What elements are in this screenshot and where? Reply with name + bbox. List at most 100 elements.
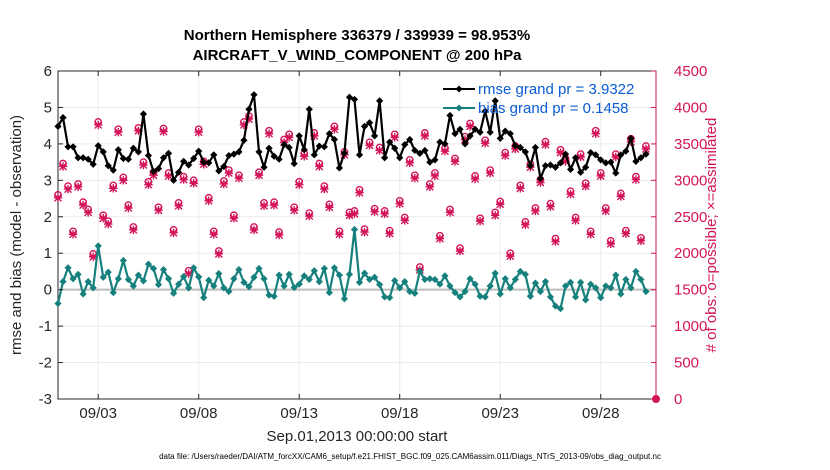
- rmse-point: [129, 144, 137, 152]
- bias-point: [431, 275, 439, 284]
- obs-assimilated-point: [410, 173, 419, 183]
- bias-point: [235, 266, 243, 274]
- x-tick-label: 09/13: [280, 405, 318, 422]
- bias-point: [64, 264, 72, 272]
- rmse-point: [501, 127, 509, 135]
- rmse-point: [200, 158, 208, 166]
- obs-assimilated-point: [405, 158, 414, 168]
- rmse-point: [275, 155, 283, 163]
- bias-point: [521, 270, 529, 278]
- bias-point: [516, 267, 524, 276]
- obs-assimilated-point: [370, 207, 379, 216]
- bias-point: [144, 260, 153, 268]
- bias-point: [230, 275, 238, 283]
- rmse-point: [260, 163, 268, 171]
- obs-assimilated-point: [360, 227, 369, 237]
- rmse-point: [421, 146, 429, 155]
- rmse-point: [612, 169, 620, 177]
- rmse-point: [240, 136, 248, 144]
- bias-point: [461, 287, 469, 296]
- rmse-point: [290, 159, 298, 168]
- bias-point: [466, 275, 474, 283]
- x-tick-label: 09/18: [381, 405, 419, 422]
- obs-assimilated-point: [606, 239, 615, 248]
- rmse-point: [456, 125, 464, 133]
- bias-point: [300, 272, 308, 280]
- rmse-point: [622, 147, 630, 155]
- bias-point: [154, 280, 163, 289]
- rmse-point: [587, 149, 595, 157]
- rmse-point: [546, 161, 555, 169]
- y-tick-label: 2: [44, 209, 52, 226]
- obs-assimilated-point: [259, 201, 269, 211]
- bias-point: [124, 275, 132, 284]
- data-file-footnote: data file: /Users/raeder/DAI/ATM_forcXX/…: [159, 452, 661, 461]
- obs-assimilated-point: [541, 140, 550, 149]
- rmse-point: [159, 154, 168, 162]
- obs-assimilated-point: [184, 269, 193, 278]
- rmse-point: [54, 122, 62, 130]
- bias-point: [571, 293, 580, 301]
- legend-bias-marker: [455, 104, 463, 112]
- obs-assimilated-point: [581, 181, 590, 191]
- bias-point: [592, 284, 600, 292]
- bias-point: [642, 287, 650, 296]
- rmse-point: [164, 149, 173, 157]
- obs-assimilated-point: [129, 225, 138, 235]
- obs-assimilated-point: [63, 184, 73, 194]
- bias-point: [159, 266, 168, 274]
- obs-assimilated-point: [315, 162, 324, 171]
- obs-assimilated-point: [616, 192, 626, 201]
- obs-assimilated-point: [194, 128, 203, 137]
- obs-assimilated-point: [159, 127, 168, 136]
- bias-point: [84, 278, 92, 286]
- legend: rmse grand pr = 3.9322 bias grand pr = 0…: [443, 81, 634, 117]
- obs-assimilated-point: [78, 200, 88, 210]
- bias-point: [566, 278, 575, 286]
- bias-point: [536, 287, 545, 296]
- bias-point: [391, 276, 399, 285]
- rmse-point: [235, 148, 243, 156]
- bias-point: [355, 278, 364, 286]
- obs-assimilated-point: [209, 230, 218, 239]
- bias-point: [325, 288, 333, 297]
- obs-assimilated-point: [214, 249, 224, 259]
- obs-assimilated-point: [445, 208, 455, 217]
- obs-assimilated-point: [435, 234, 445, 243]
- y-right-tick-label: 1500: [674, 282, 707, 299]
- rmse-point: [607, 158, 615, 166]
- bias-point: [260, 275, 268, 283]
- obs-assimilated-point: [58, 162, 68, 171]
- rmse-point: [506, 130, 514, 138]
- rmse-point: [64, 143, 72, 151]
- bias-point: [451, 288, 459, 297]
- y-tick-label: 0: [44, 282, 52, 299]
- obs-assimilated-point: [330, 125, 339, 134]
- y-right-tick-label: 3000: [674, 172, 707, 189]
- bias-point: [104, 268, 112, 276]
- obs-assimilated-point: [289, 206, 299, 215]
- bias-point: [215, 270, 223, 278]
- obs-assimilated-point: [274, 230, 284, 240]
- y-right-tick-label: 1000: [674, 318, 707, 335]
- obs-assimilated-point: [355, 188, 364, 197]
- bias-point: [496, 290, 504, 298]
- bias-point: [501, 275, 509, 283]
- bias-point: [345, 270, 354, 278]
- obs-assimilated-point: [375, 146, 384, 155]
- rmse-point: [320, 143, 328, 151]
- rmse-point: [350, 95, 359, 104]
- rmse-point: [300, 146, 308, 154]
- rmse-point: [451, 130, 459, 138]
- bias-point: [396, 284, 404, 292]
- bias-point: [456, 293, 464, 301]
- rmse-point: [355, 151, 364, 159]
- rmse-point: [124, 155, 132, 163]
- bias-point: [305, 275, 313, 284]
- obs-assimilated-point: [621, 229, 631, 238]
- y-tick-label: 6: [44, 63, 52, 80]
- obs-assimilated-point: [204, 196, 213, 205]
- obs-assimilated-point: [536, 178, 545, 187]
- bias-point: [597, 294, 605, 302]
- bias-series: [54, 225, 650, 313]
